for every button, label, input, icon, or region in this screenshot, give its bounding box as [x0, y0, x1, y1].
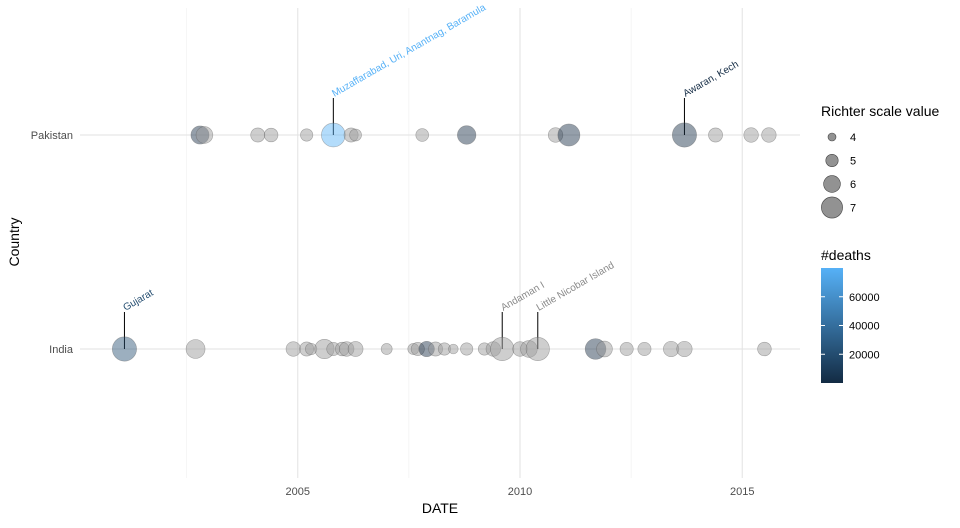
data-point — [547, 127, 564, 143]
size-legend-label: 4 — [850, 132, 856, 144]
data-point — [757, 341, 772, 357]
grid-lines — [80, 8, 800, 478]
y-axis-title: Country — [6, 217, 22, 266]
size-legend-key — [823, 175, 841, 193]
data-point — [637, 342, 652, 356]
data-point — [250, 127, 266, 143]
point-annotation-label: Little Nicobar Island — [535, 260, 617, 313]
size-legend-key — [821, 196, 843, 219]
x-tick-label: 2010 — [508, 486, 532, 498]
point-annotations: Muzaffarabad, Uri, Anantnag, Baramula Awa… — [121, 2, 741, 349]
data-point — [525, 336, 550, 361]
data-point — [285, 341, 301, 357]
data-point — [415, 128, 429, 142]
point-annotation-label: Gujarat — [121, 288, 155, 314]
data-point — [112, 336, 137, 362]
data-point — [349, 128, 362, 142]
data-point — [347, 341, 364, 357]
point-annotation-label: Muzaffarabad, Uri, Anantnag, Baramula — [330, 2, 488, 99]
y-tick-label: India — [49, 344, 74, 356]
data-point — [263, 127, 279, 143]
color-legend-title: #deaths — [821, 247, 871, 263]
size-legend-label: 6 — [850, 179, 856, 191]
data-point — [321, 122, 346, 148]
legend: Richter scale value 4 5 6 7 #deaths 20000 40… — [821, 103, 939, 383]
data-point — [457, 125, 477, 145]
point-annotation-label: Awaran, Kech — [681, 59, 740, 100]
size-legend-key — [827, 132, 837, 142]
size-legend-key — [825, 154, 839, 168]
data-point — [596, 340, 613, 358]
x-tick-label: 2015 — [730, 486, 754, 498]
data-point — [380, 343, 393, 355]
axes: DATE Country 2005 2010 2015 India Pakistan — [6, 130, 754, 516]
data-point — [761, 127, 777, 143]
size-legend-title: Richter scale value — [821, 103, 939, 119]
x-tick-label: 2005 — [286, 486, 310, 498]
size-legend-label: 7 — [850, 203, 856, 215]
data-point — [460, 342, 474, 356]
data-point — [448, 343, 459, 355]
data-point — [195, 126, 214, 144]
data-point — [619, 342, 634, 356]
data-point — [185, 339, 206, 359]
color-legend-label: 20000 — [849, 349, 880, 361]
data-points — [112, 122, 777, 362]
x-axis-title: DATE — [422, 500, 458, 516]
data-point — [490, 336, 515, 361]
size-legend-label: 5 — [850, 156, 856, 168]
data-point — [300, 128, 314, 142]
data-point — [708, 127, 723, 143]
size-legend-items: 4 5 6 7 — [821, 132, 856, 219]
color-legend-ticks: 20000 40000 60000 — [821, 292, 880, 361]
y-tick-label: Pakistan — [31, 130, 73, 142]
data-point — [743, 127, 759, 143]
data-point — [672, 122, 697, 148]
data-point — [410, 342, 425, 356]
color-legend-bar — [821, 268, 843, 383]
color-legend-label: 60000 — [849, 292, 880, 304]
data-point — [557, 123, 581, 147]
color-legend-label: 40000 — [849, 321, 880, 333]
data-point — [676, 340, 693, 358]
